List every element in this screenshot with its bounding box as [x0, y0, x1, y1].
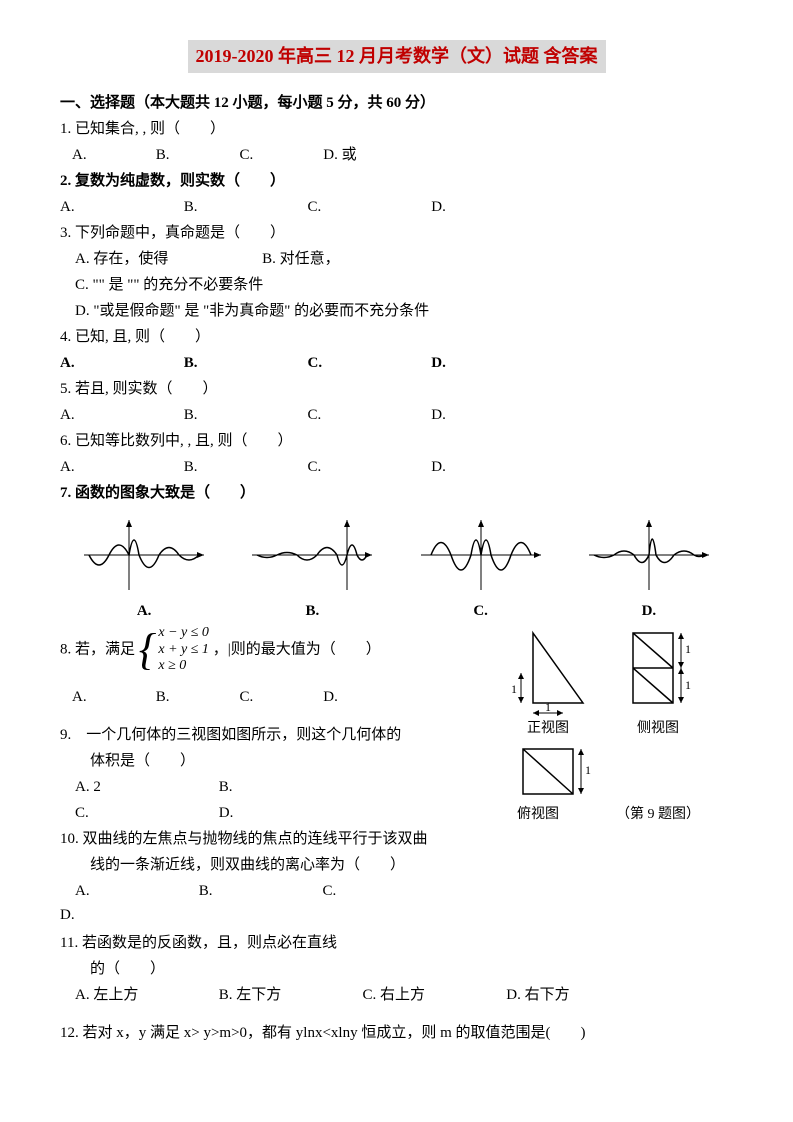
- q7-label-b: B.: [252, 599, 372, 623]
- q9-opt-d: D.: [219, 805, 234, 821]
- top-view-label: 俯视图: [493, 804, 583, 826]
- q8-eq2: x + y ≤ 1: [158, 642, 209, 657]
- q8-opt-d: D.: [323, 685, 403, 709]
- q2-opt-b: B.: [184, 195, 304, 219]
- q5-opt-a: A.: [60, 403, 180, 427]
- q9-opt-a: A. 2: [75, 775, 215, 799]
- side-view-icon: 1 1: [623, 623, 693, 718]
- q11-opt-c: C. 右上方: [363, 983, 503, 1007]
- top-view-icon: 1: [503, 744, 593, 804]
- q2-opt-d: D.: [431, 195, 551, 219]
- q5-opt-c: C.: [308, 403, 428, 427]
- q4-options: A. B. C. D.: [60, 351, 733, 375]
- q12-text: 12. 若对 x，y 满足 x> y>m>0，都有 ylnx<xlny 恒成立，…: [60, 1021, 733, 1045]
- q4-opt-d: D.: [431, 351, 551, 375]
- q10-opt-d: D.: [60, 903, 180, 927]
- q5-opt-b: B.: [184, 403, 304, 427]
- q11-text2: 的（ ）: [60, 957, 733, 981]
- q1-opt-b: B.: [156, 143, 236, 167]
- q9-text2: 体积是（ ）: [60, 749, 463, 773]
- q4-opt-c: C.: [308, 351, 428, 375]
- q1-opt-c: C.: [240, 143, 320, 167]
- q3-text: 3. 下列命题中，真命题是（ ）: [60, 221, 733, 245]
- q7-text: 7. 函数的图象大致是（ ）: [60, 481, 733, 505]
- q7-label-d: D.: [589, 599, 709, 623]
- q4-opt-a: A.: [60, 351, 180, 375]
- svg-text:1: 1: [511, 682, 517, 696]
- q9-row1: A. 2 B.: [60, 775, 463, 799]
- section-heading: 一、选择题（本大题共 12 小题，每小题 5 分，共 60 分）: [60, 91, 733, 115]
- q9-figure: 1 1 1 1: [463, 623, 733, 929]
- q9-opt-c: C.: [75, 801, 215, 825]
- svg-text:1: 1: [685, 642, 691, 656]
- q7-graph-c: [416, 515, 546, 595]
- q1-opt-a: A.: [72, 143, 152, 167]
- q6-opt-c: C.: [308, 455, 428, 479]
- q10-options: A. B. C. D.: [60, 879, 463, 927]
- page-title: 2019-2020 年高三 12 月月考数学（文）试题 含答案: [188, 40, 606, 73]
- q3-opt-c: C. "" 是 "" 的充分不必要条件: [60, 273, 733, 297]
- svg-text:1: 1: [585, 763, 591, 777]
- q1-options: A. B. C. D. 或: [72, 143, 733, 167]
- fig-label: （第 9 题图）: [613, 804, 703, 826]
- q4-text: 4. 已知, 且, 则（ ）: [60, 325, 733, 349]
- q10-opt-c: C.: [323, 879, 443, 903]
- q9-opt-b: B.: [219, 779, 233, 795]
- q7-label-c: C.: [421, 599, 541, 623]
- q4-opt-b: B.: [184, 351, 304, 375]
- svg-text:1: 1: [545, 700, 551, 714]
- q6-opt-b: B.: [184, 455, 304, 479]
- q8-eq3: x ≥ 0: [158, 658, 186, 673]
- q8-opt-c: C.: [240, 685, 320, 709]
- q10-opt-a: A.: [75, 879, 195, 903]
- q5-opt-d: D.: [431, 403, 551, 427]
- q10-text1: 10. 双曲线的左焦点与抛物线的焦点的连线平行于该双曲: [60, 827, 463, 851]
- q7-graph-a: [79, 515, 209, 595]
- q7-labels: A. B. C. D.: [60, 599, 733, 623]
- q11-text1: 11. 若函数是的反函数，且，则点必在直线: [60, 931, 733, 955]
- front-view-label: 正视图: [503, 718, 593, 740]
- q8-text: 8. 若，满足 { x − y ≤ 0 x + y ≤ 1 x ≥ 0 ，|则的…: [60, 625, 463, 675]
- q2-options: A. B. C. D.: [60, 195, 733, 219]
- q8-opt-a: A.: [72, 685, 152, 709]
- q9-text1: 9. 一个几何体的三视图如图所示，则这个几何体的: [60, 723, 463, 747]
- q3-opt-b: B. 对任意，: [262, 251, 340, 267]
- q10-text2: 线的一条渐近线，则双曲线的离心率为（ ）: [60, 853, 463, 877]
- q5-text: 5. 若且, 则实数（ ）: [60, 377, 733, 401]
- q7-label-a: A.: [84, 599, 204, 623]
- q8-eq1: x − y ≤ 0: [158, 625, 209, 640]
- q1-opt-d: D. 或: [323, 143, 403, 167]
- q7-graphs: [60, 515, 733, 595]
- q3-opt-a: A. 存在，使得: [75, 251, 168, 267]
- q3-opt-d: D. "或是假命题" 是 "非为真命题" 的必要而不充分条件: [60, 299, 733, 323]
- front-view-icon: 1 1: [503, 623, 593, 718]
- svg-text:1: 1: [685, 678, 691, 692]
- q10-opt-b: B.: [199, 879, 319, 903]
- q2-opt-c: C.: [308, 195, 428, 219]
- q2-text: 2. 复数为纯虚数，则实数（ ）: [60, 169, 733, 193]
- q11-options: A. 左上方 B. 左下方 C. 右上方 D. 右下方: [60, 983, 733, 1007]
- q11-opt-a: A. 左上方: [75, 983, 215, 1007]
- q7-graph-b: [247, 515, 377, 595]
- q1-text: 1. 已知集合, , 则（ ）: [60, 117, 733, 141]
- q6-opt-a: A.: [60, 455, 180, 479]
- q11-opt-d: D. 右下方: [506, 987, 569, 1003]
- q8-options: A. B. C. D.: [72, 685, 463, 709]
- q9-row2: C. D.: [60, 801, 463, 825]
- q7-graph-d: [584, 515, 714, 595]
- q8-opt-b: B.: [156, 685, 236, 709]
- q2-opt-a: A.: [60, 195, 180, 219]
- q6-options: A. B. C. D.: [60, 455, 733, 479]
- q6-opt-d: D.: [431, 455, 551, 479]
- q5-options: A. B. C. D.: [60, 403, 733, 427]
- q3-row1: A. 存在，使得 B. 对任意，: [60, 247, 733, 271]
- q11-opt-b: B. 左下方: [219, 983, 359, 1007]
- side-view-label: 侧视图: [623, 718, 693, 740]
- q6-text: 6. 已知等比数列中, , 且, 则（ ）: [60, 429, 733, 453]
